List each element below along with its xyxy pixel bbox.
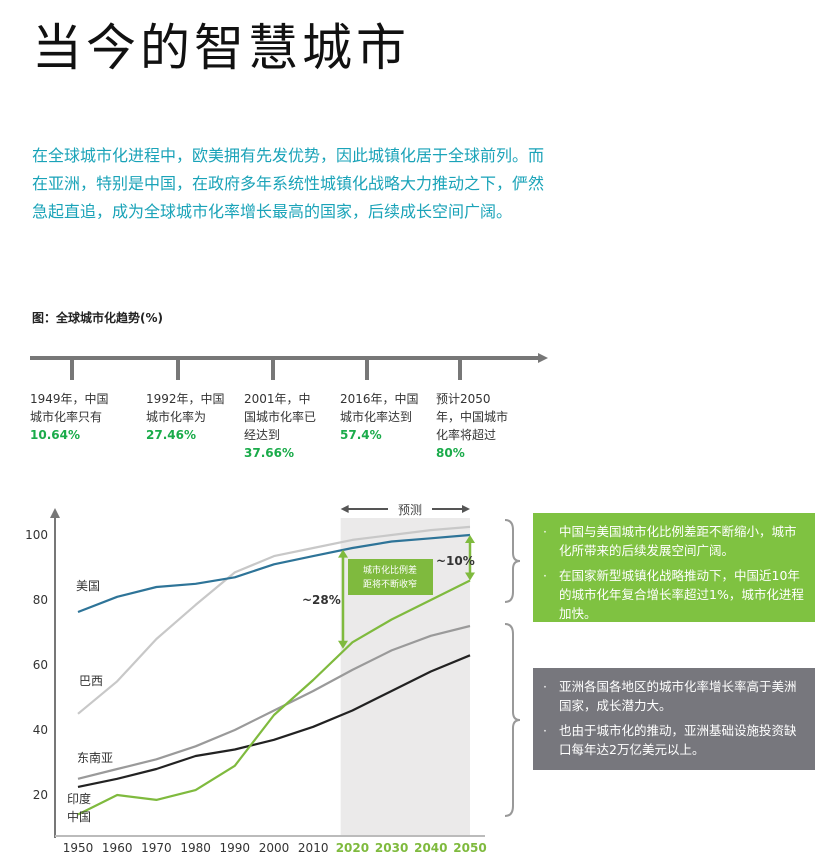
timeline-item: 1949年，中国城市化率只有 10.64%: [30, 390, 120, 444]
series-label: 巴西: [79, 674, 103, 688]
gap-note-line: 距将不断收窄: [363, 578, 417, 590]
arrowhead: [462, 505, 470, 513]
timeline-value: 10.64%: [30, 428, 80, 442]
timeline-value: 37.66%: [244, 446, 294, 460]
x-tick-label: 2040: [414, 841, 447, 855]
timeline-text: 预计2050年，中国城市化率将超过: [436, 392, 509, 442]
timeline-item: 预计2050年，中国城市化率将超过 80%: [436, 390, 514, 462]
arrowhead: [340, 505, 349, 513]
x-tick-label: 2000: [259, 841, 290, 855]
timeline-text: 2001年，中国城市化率已经达到: [244, 392, 317, 442]
callout-bullet: 中国与美国城市化比例差距不断缩小，城市化所带来的后续发展空间广阔。: [541, 522, 807, 560]
figure-title: 图：全球城市化趋势(%): [32, 311, 163, 325]
gap-note-line: 城市化比例差: [363, 564, 417, 576]
timeline-item: 2016年，中国城市化率达到 57.4%: [340, 390, 420, 444]
forecast-label: 预测: [398, 503, 422, 517]
series-label: 印度: [67, 791, 91, 806]
callout-bullet: 也由于城市化的推动，亚洲基础设施投资缺口每年达2万亿美元以上。: [541, 721, 807, 759]
arrowhead: [338, 549, 348, 558]
y-tick-label: 20: [33, 788, 48, 802]
timeline-text: 1949年，中国城市化率只有: [30, 392, 109, 424]
y-tick-label: 60: [33, 658, 48, 672]
x-tick-label: 1980: [180, 841, 211, 855]
arrowhead: [465, 535, 475, 543]
series-label: 中国: [67, 809, 91, 824]
x-tick-label: 1990: [220, 841, 251, 855]
y-tick-label: 100: [25, 528, 48, 542]
gray-callout: 亚洲各国各地区的城市化率增长率高于美洲国家，成长潜力大。 也由于城市化的推动，亚…: [533, 668, 815, 770]
arrowhead: [465, 572, 475, 581]
y-tick-label: 40: [33, 723, 48, 737]
y-axis-arrow: [50, 508, 60, 518]
brace-bracket: [504, 623, 521, 817]
gap-note-box: [348, 559, 433, 595]
series-label: 东南亚: [77, 750, 113, 765]
intro-text: 在全球城市化进程中，欧美拥有先发优势，因此城镇化居于全球前列。而在亚洲，特别是中…: [32, 146, 545, 221]
gap-label-2050: ~10%: [436, 554, 475, 568]
arrowhead: [338, 640, 348, 649]
x-tick-label: 2050: [453, 841, 486, 855]
x-tick-label: 2030: [375, 841, 408, 855]
timeline-text: 1992年，中国城市化率为: [146, 392, 225, 424]
timeline-text: 2016年，中国城市化率达到: [340, 392, 419, 424]
callout-bullet: 在国家新型城镇化战略推动下，中国近10年的城市化年复合增长率超过1%，城市化进程…: [541, 566, 807, 623]
timeline-item: 2001年，中国城市化率已经达到 37.66%: [244, 390, 316, 462]
gap-label-2017: ~28%: [302, 593, 341, 607]
y-tick-label: 80: [33, 593, 48, 607]
timeline-axis: [30, 353, 548, 380]
brace-bracket: [504, 519, 521, 603]
x-tick-label: 1950: [63, 841, 94, 855]
x-tick-label: 1960: [102, 841, 133, 855]
green-callout: 中国与美国城市化比例差距不断缩小，城市化所带来的后续发展空间广阔。 在国家新型城…: [533, 513, 815, 622]
timeline-value: 27.46%: [146, 428, 196, 442]
callout-bullet: 亚洲各国各地区的城市化率增长率高于美洲国家，成长潜力大。: [541, 677, 807, 715]
timeline-value: 80%: [436, 446, 465, 460]
x-tick-label: 1970: [141, 841, 172, 855]
series-label: 美国: [76, 579, 100, 593]
x-tick-label: 2020: [336, 841, 369, 855]
x-tick-label: 2010: [298, 841, 329, 855]
timeline-value: 57.4%: [340, 428, 382, 442]
timeline-item: 1992年，中国城市化率为 27.46%: [146, 390, 232, 444]
page-title: 当今的智慧城市: [32, 19, 410, 77]
